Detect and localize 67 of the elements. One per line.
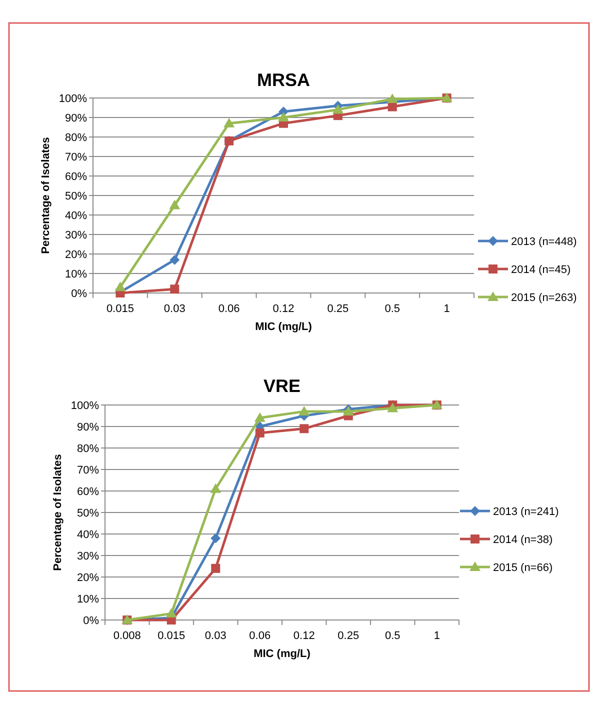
point bbox=[169, 200, 180, 210]
x-tick-label: 0.06 bbox=[249, 630, 271, 642]
y-tick-label: 70% bbox=[64, 151, 88, 164]
chart-title: MRSA bbox=[257, 70, 310, 90]
x-tick-label: 0.25 bbox=[338, 630, 360, 642]
point bbox=[114, 282, 126, 292]
x-tick-label: 0.06 bbox=[218, 303, 240, 315]
y-tick-label: 50% bbox=[64, 190, 88, 202]
y-tick-label: 100% bbox=[58, 92, 88, 105]
y-tick-label: 0% bbox=[71, 288, 88, 300]
x-tick-label: 1 bbox=[444, 303, 450, 315]
y-tick-label: 30% bbox=[76, 550, 100, 562]
x-tick-label: 1 bbox=[434, 630, 440, 642]
y-axis-title: Percentage of Isolates bbox=[40, 137, 52, 254]
point bbox=[255, 428, 264, 438]
y-tick-label: 100% bbox=[70, 400, 100, 412]
y-tick-label: 0% bbox=[83, 614, 100, 627]
legend-label: 2013 (n=448) bbox=[511, 236, 577, 248]
x-tick-label: 0.5 bbox=[384, 630, 400, 642]
legend-label: 2013 (n=241) bbox=[493, 506, 559, 518]
point bbox=[387, 402, 398, 412]
point bbox=[254, 412, 266, 422]
point bbox=[211, 564, 220, 573]
point bbox=[166, 608, 177, 618]
point bbox=[210, 483, 222, 493]
x-tick-label: 0.03 bbox=[204, 630, 226, 642]
point bbox=[170, 284, 180, 294]
y-tick-label: 90% bbox=[64, 112, 88, 124]
y-tick-label: 40% bbox=[76, 528, 100, 541]
y-tick-label: 20% bbox=[76, 572, 100, 584]
legend-label: 2015 (n=263) bbox=[511, 292, 577, 304]
x-tick-label: 0.25 bbox=[327, 303, 349, 315]
y-tick-label: 80% bbox=[76, 442, 100, 455]
y-tick-label: 50% bbox=[76, 507, 100, 520]
x-tick-label: 0.015 bbox=[106, 303, 134, 315]
y-tick-label: 60% bbox=[64, 170, 88, 183]
y-tick-label: 80% bbox=[64, 132, 88, 144]
x-tick-label: 0.12 bbox=[272, 303, 294, 315]
legend-label: 2015 (n=66) bbox=[493, 562, 553, 574]
point bbox=[210, 533, 221, 544]
point bbox=[300, 424, 309, 434]
y-tick-label: 40% bbox=[64, 210, 88, 222]
point bbox=[332, 104, 344, 114]
y-tick-label: 30% bbox=[64, 229, 88, 242]
x-tick-label: 0.03 bbox=[164, 303, 186, 315]
x-axis-title: MIC (mg/L) bbox=[255, 321, 312, 333]
point bbox=[298, 406, 310, 416]
y-tick-label: 60% bbox=[76, 486, 100, 498]
y-tick-label: 10% bbox=[64, 268, 88, 280]
x-tick-label: 0.5 bbox=[384, 303, 400, 315]
x-axis-title: MIC (mg/L) bbox=[254, 648, 311, 660]
point bbox=[224, 118, 235, 128]
y-tick-label: 90% bbox=[76, 421, 100, 434]
x-tick-label: 0.008 bbox=[113, 630, 141, 642]
point bbox=[170, 254, 180, 265]
y-axis-title: Percentage of Isolates bbox=[52, 454, 64, 571]
x-tick-label: 0.015 bbox=[158, 630, 186, 642]
legend-label: 2014 (n=45) bbox=[511, 264, 571, 276]
point bbox=[388, 102, 397, 112]
y-tick-label: 10% bbox=[76, 593, 100, 606]
point bbox=[386, 93, 398, 103]
legend-label: 2014 (n=38) bbox=[493, 534, 553, 546]
y-tick-label: 20% bbox=[64, 248, 88, 261]
point bbox=[278, 112, 289, 122]
x-tick-label: 0.12 bbox=[293, 630, 315, 642]
y-tick-label: 70% bbox=[76, 464, 100, 476]
chart-title: VRE bbox=[263, 376, 301, 396]
